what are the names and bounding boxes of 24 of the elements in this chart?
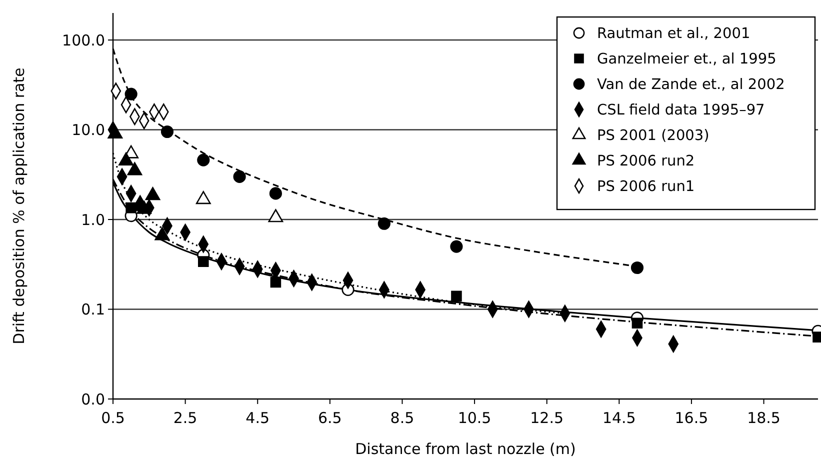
y-tick-label: 1.0 xyxy=(81,210,105,229)
x-tick-label: 14.5 xyxy=(602,409,636,427)
x-tick-label: 10.5 xyxy=(458,409,492,427)
x-tick-label: 18.5 xyxy=(747,409,780,427)
y-axis-title: Drift deposition % of application rate xyxy=(10,68,28,344)
x-tick-label: 6.5 xyxy=(318,409,342,427)
legend-label: Van de Zande et., al 2002 xyxy=(597,77,785,94)
legend-label: PS 2006 run2 xyxy=(597,154,695,170)
x-tick-label: 12.5 xyxy=(530,409,564,427)
y-tick-label: 0.0 xyxy=(81,390,105,408)
y-tick-label: 0.1 xyxy=(81,300,105,319)
x-axis-title: Distance from last nozzle (m) xyxy=(355,440,576,458)
legend-label: PS 2006 run1 xyxy=(597,179,695,196)
x-tick-label: 8.5 xyxy=(390,409,414,427)
legend-label: Ganzelmeier et., al 1995 xyxy=(597,52,776,68)
legend-label: CSL field data 1995–97 xyxy=(597,102,765,119)
x-tick-label: 4.5 xyxy=(246,409,270,427)
legend-label: PS 2001 (2003) xyxy=(597,128,710,144)
x-tick-label: 2.5 xyxy=(173,409,198,427)
y-tick-label: 10.0 xyxy=(72,121,105,140)
x-tick-label: 0.5 xyxy=(101,409,125,427)
x-tick-label: 16.5 xyxy=(674,409,708,427)
legend-label: Rautman et al., 2001 xyxy=(597,26,750,42)
y-tick-label: 100.0 xyxy=(62,31,105,50)
